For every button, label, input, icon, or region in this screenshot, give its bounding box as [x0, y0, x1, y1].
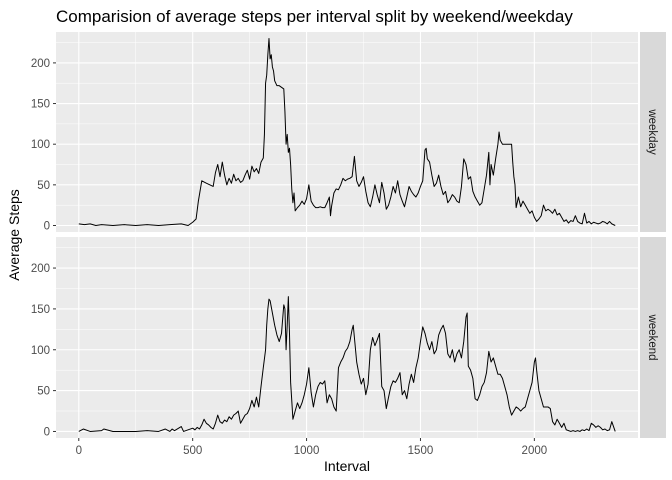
y-tick-label: 200 — [31, 58, 50, 70]
panel-background — [56, 237, 638, 438]
y-tick-label: 150 — [31, 304, 50, 316]
y-tick-label: 0 — [44, 220, 50, 232]
x-tick-label: 0 — [76, 445, 82, 457]
x-tick-label: 1000 — [294, 445, 320, 457]
y-axis-title: Average Steps — [6, 189, 22, 281]
chart-title: Comparision of average steps per interva… — [56, 7, 573, 26]
x-tick-label: 1500 — [408, 445, 434, 457]
facet-label-weekend: weekend — [646, 313, 658, 360]
y-tick-label: 150 — [31, 99, 50, 111]
series-line-weekday — [78, 38, 616, 226]
y-tick-label: 100 — [31, 139, 50, 151]
facet-strip — [640, 237, 666, 438]
y-tick-label: 200 — [31, 263, 50, 275]
panel-weekend: 0 50 100 150 200 weekend — [31, 237, 666, 438]
series-line-weekend — [78, 296, 616, 432]
facet-label-weekday: weekday — [646, 108, 658, 155]
y-tick-label: 100 — [31, 345, 50, 357]
y-tick-label: 50 — [37, 180, 50, 192]
x-tick-label: 2000 — [522, 445, 548, 457]
panel-background — [56, 32, 638, 232]
x-axis: 0 500 1000 1500 2000 — [76, 438, 548, 457]
x-axis-title: Interval — [324, 458, 370, 474]
x-tick-label: 500 — [183, 445, 202, 457]
panel-weekday: 0 50 100 150 200 weekday — [31, 32, 666, 232]
facet-strip — [640, 32, 666, 232]
y-tick-label: 0 — [44, 426, 50, 438]
y-tick-label: 50 — [37, 386, 50, 398]
panels: 0 50 100 150 200 weekday 0 50 100 150 200 weekend — [31, 32, 666, 438]
